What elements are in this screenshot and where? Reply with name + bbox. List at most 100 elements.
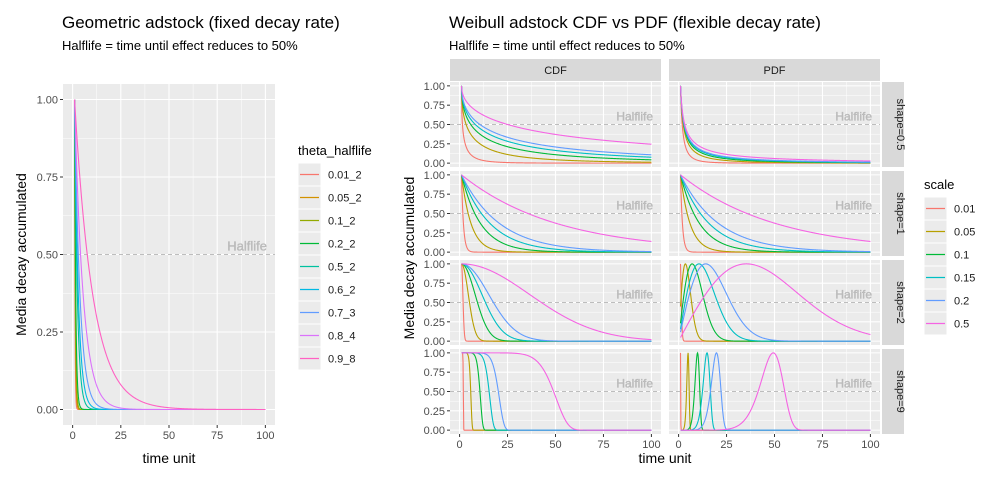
legend-label-0.05: 0.05 xyxy=(954,227,975,239)
y-tick-label: 0.75 xyxy=(424,367,445,379)
y-tick-label: 0.25 xyxy=(424,406,445,418)
halflife-label: Halflife xyxy=(616,110,653,124)
legend-label-0.2: 0.2 xyxy=(954,296,969,308)
y-tick-label: 0.50 xyxy=(424,120,445,132)
x-tick-label: 75 xyxy=(597,439,609,451)
facet-label-row: shape=0.5 xyxy=(894,99,906,151)
chart-subtitle: Halflife = time until effect reduces to … xyxy=(449,38,685,53)
x-tick-label: 75 xyxy=(816,439,828,451)
series-line-0.2 xyxy=(461,263,652,342)
series-line-0.5 xyxy=(679,85,871,162)
x-tick-label: 75 xyxy=(211,430,223,442)
series-line-0.2 xyxy=(679,263,871,342)
series-line-0.5 xyxy=(461,263,652,341)
y-tick-label: 0.00 xyxy=(424,336,445,348)
x-tick-label: 50 xyxy=(549,439,561,451)
x-tick-label: 25 xyxy=(501,439,513,451)
series-line-0.5 xyxy=(680,174,871,243)
facet-strip-row xyxy=(882,171,904,256)
legend-label-0.5_2: 0.5_2 xyxy=(328,262,356,274)
x-tick-label: 0 xyxy=(457,439,463,451)
halflife-label: Halflife xyxy=(227,239,267,254)
facet-strip-row xyxy=(882,82,904,167)
legend-title: scale xyxy=(924,177,954,192)
y-tick-label: 0.25 xyxy=(424,139,445,151)
x-tick-label: 100 xyxy=(642,439,660,451)
series-line-0.1 xyxy=(460,85,652,161)
facet-strip-pdf xyxy=(669,59,880,81)
legend-label-0.2_2: 0.2_2 xyxy=(328,239,356,251)
legend-label-0.01: 0.01 xyxy=(954,204,975,216)
halflife-label: Halflife xyxy=(835,110,872,124)
series-line-0.15 xyxy=(460,85,652,158)
legend-label-0.05_2: 0.05_2 xyxy=(328,193,362,205)
series-line-0.15 xyxy=(460,174,652,253)
x-tick-label: 100 xyxy=(256,430,274,442)
facet-label-row: shape=1 xyxy=(894,192,906,235)
halflife-label: Halflife xyxy=(835,288,872,302)
series-line-0.5 xyxy=(680,263,871,338)
x-tick-label: 50 xyxy=(163,430,175,442)
x-tick-label: 25 xyxy=(720,439,732,451)
y-axis-label: Media decay accumulated xyxy=(13,173,29,336)
series-line-0.15 xyxy=(679,174,871,253)
y-tick-label: 0.25 xyxy=(424,228,445,240)
legend-label-0.15: 0.15 xyxy=(954,273,975,285)
legend-label-0.8_4: 0.8_4 xyxy=(328,331,356,343)
legend-label-0.9_8: 0.9_8 xyxy=(328,354,356,366)
series-line-0.05 xyxy=(460,85,652,163)
x-axis-label: time unit xyxy=(143,450,196,466)
facet-strip-row xyxy=(882,349,904,434)
chart-title: Weibull adstock CDF vs PDF (flexible dec… xyxy=(449,13,821,32)
x-tick-label: 100 xyxy=(861,439,879,451)
facet-label-pdf: PDF xyxy=(764,65,786,77)
series-line-0.2 xyxy=(680,174,871,253)
y-tick-label: 0.50 xyxy=(424,209,445,221)
halflife-label: Halflife xyxy=(616,377,653,391)
y-tick-label: 0.50 xyxy=(37,250,58,262)
chart-subtitle: Halflife = time until effect reduces to … xyxy=(62,38,298,53)
y-tick-label: 1.00 xyxy=(424,259,445,271)
legend-label-0.7_3: 0.7_3 xyxy=(328,308,356,320)
halflife-label: Halflife xyxy=(835,377,872,391)
facet-label-row: shape=9 xyxy=(894,370,906,413)
series-line-0.2 xyxy=(460,85,652,156)
y-tick-label: 0.25 xyxy=(37,327,58,339)
series-line-0.5 xyxy=(461,352,652,431)
y-tick-label: 0.00 xyxy=(424,425,445,437)
legend-label-0.01_2: 0.01_2 xyxy=(328,170,362,182)
legend-label-0.1_2: 0.1_2 xyxy=(328,216,356,228)
y-axis-label: Media decay accumulated xyxy=(401,177,417,340)
y-tick-label: 0.00 xyxy=(424,158,445,170)
y-tick-label: 1.00 xyxy=(424,170,445,182)
series-line-0.01 xyxy=(460,85,652,164)
y-tick-label: 0.50 xyxy=(424,298,445,310)
series-line-0.2 xyxy=(461,174,652,253)
chart-title: Geometric adstock (fixed decay rate) xyxy=(62,13,340,32)
series-line-0.9_8 xyxy=(74,99,266,411)
y-tick-label: 0.75 xyxy=(424,100,445,112)
halflife-label: Halflife xyxy=(616,199,653,213)
facet-strip-cdf xyxy=(450,59,661,81)
y-tick-label: 0.75 xyxy=(424,189,445,201)
x-axis-label: time unit xyxy=(639,450,692,466)
y-tick-label: 0.00 xyxy=(424,247,445,259)
legend-label-0.6_2: 0.6_2 xyxy=(328,285,356,297)
x-tick-label: 0 xyxy=(676,439,682,451)
series-line-0.2 xyxy=(679,85,871,163)
y-tick-label: 1.00 xyxy=(37,95,58,107)
y-tick-label: 0.50 xyxy=(424,387,445,399)
x-tick-label: 50 xyxy=(768,439,780,451)
facet-label-cdf: CDF xyxy=(544,65,567,77)
y-tick-label: 0.75 xyxy=(424,278,445,290)
series-line-0.5 xyxy=(461,174,652,243)
x-tick-label: 25 xyxy=(115,430,127,442)
series-line-0.5 xyxy=(680,352,871,431)
x-tick-label: 0 xyxy=(70,430,76,442)
y-tick-label: 1.00 xyxy=(424,81,445,93)
halflife-label: Halflife xyxy=(616,288,653,302)
legend-title: theta_halflife xyxy=(298,143,372,158)
legend-label-0.1: 0.1 xyxy=(954,250,969,262)
